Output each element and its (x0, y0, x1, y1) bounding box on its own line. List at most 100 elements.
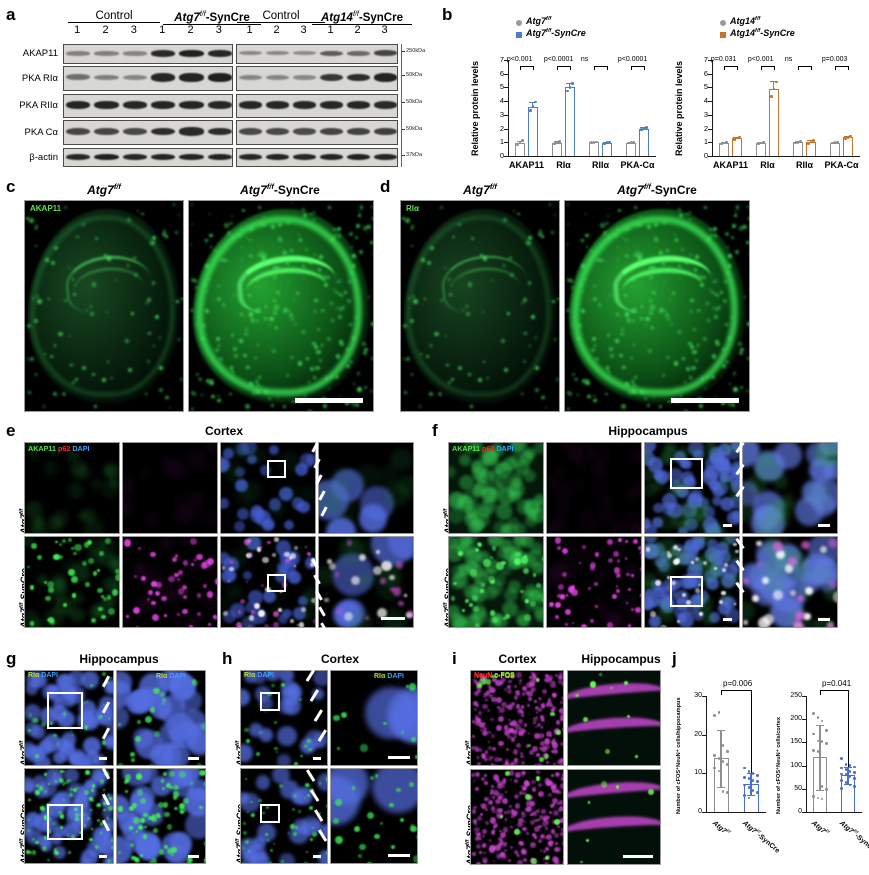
micrograph-puncta (229, 392, 233, 396)
micrograph-puncta (221, 302, 226, 307)
micrograph-puncta (551, 231, 554, 234)
chart-category-label: PKA-Cα (620, 160, 655, 170)
chart-data-point (720, 142, 723, 146)
micrograph-puncta (177, 214, 180, 217)
micrograph-puncta (29, 585, 35, 591)
micrograph-puncta (703, 337, 707, 341)
micrograph-puncta (560, 831, 563, 836)
micrograph-texture (278, 698, 294, 714)
micrograph-puncta (580, 860, 583, 864)
micrograph-texture (483, 567, 495, 579)
micrograph-puncta (53, 344, 57, 347)
micrograph-texture (613, 443, 627, 451)
micrograph-puncta (510, 701, 516, 707)
micrograph-puncta (533, 764, 538, 765)
channel-labels-panel_e: AKAP11 p62 DAPI (28, 444, 90, 453)
micrograph-puncta (106, 256, 111, 261)
micrograph-puncta (349, 232, 353, 236)
micrograph-texture (449, 613, 466, 627)
panel-a-band (122, 101, 147, 109)
micrograph-puncta (592, 336, 597, 341)
micrograph-puncta (544, 743, 551, 750)
micrograph-puncta (153, 828, 158, 833)
micrograph-puncta (515, 552, 521, 558)
micrograph-puncta (64, 298, 68, 302)
micrograph-puncta (640, 554, 641, 560)
micrograph-texture (25, 537, 34, 548)
micrograph-texture (453, 615, 468, 627)
micrograph-puncta (550, 681, 557, 689)
micrograph-puncta (286, 220, 290, 224)
micrograph-puncta (546, 821, 549, 824)
chart-data-point (755, 774, 759, 778)
chart-error-bar (532, 101, 534, 107)
chart-data-point (820, 797, 824, 801)
micrograph-puncta (43, 836, 48, 840)
micrograph-puncta (301, 329, 306, 334)
micrograph-texture (648, 615, 662, 627)
micrograph-texture (464, 507, 479, 521)
micrograph-puncta (516, 672, 522, 678)
micrograph-puncta (590, 619, 595, 624)
micrograph-puncta (479, 674, 483, 678)
micrograph-puncta (600, 781, 608, 788)
micrograph-puncta (330, 302, 333, 305)
chart-data-point (762, 140, 766, 144)
micrograph-puncta (481, 842, 487, 848)
micrograph-puncta (471, 773, 475, 777)
micrograph-texture (467, 520, 481, 533)
micrograph-texture (547, 558, 565, 579)
micrograph-puncta (337, 227, 342, 231)
chart-y-tick (702, 812, 706, 813)
micrograph-puncta (519, 682, 522, 685)
micrograph-puncta (729, 383, 732, 386)
micrograph-texture (688, 443, 704, 456)
micrograph-puncta (276, 291, 280, 295)
micrograph-puncta (290, 824, 295, 829)
micrograph-puncta (28, 391, 32, 394)
micrograph-puncta (183, 797, 190, 804)
micrograph-puncta (99, 550, 105, 556)
micrograph-puncta (542, 857, 545, 860)
chart-pvalue-label: p<0.0001 (543, 56, 574, 63)
micrograph-puncta (306, 739, 312, 744)
channel-labels-panel_f: AKAP11 p62 DAPI (452, 444, 514, 453)
micrograph-texture (705, 456, 719, 471)
panel-a-mw-label: 50kDa (406, 125, 423, 132)
micrograph-puncta (286, 374, 289, 377)
micrograph-puncta (164, 811, 170, 818)
micrograph-puncta (627, 587, 632, 592)
micrograph-texture (511, 477, 523, 489)
channel-labels-panel_g: RIα DAPI (156, 673, 186, 680)
micrograph-puncta (735, 209, 738, 212)
micrograph-puncta (689, 298, 694, 303)
micrograph-puncta (605, 221, 609, 225)
micrograph-puncta (244, 332, 248, 336)
micrograph-puncta (324, 597, 329, 603)
micrograph-puncta (536, 779, 540, 782)
micrograph-puncta (248, 253, 254, 259)
micrograph-puncta (269, 390, 272, 393)
micrograph-puncta (484, 757, 488, 762)
micrograph-puncta (561, 758, 563, 762)
micrograph-puncta (553, 809, 560, 816)
micrograph-puncta (73, 788, 77, 792)
micrograph-texture (529, 541, 543, 555)
micrograph-puncta (706, 375, 709, 379)
micrograph-puncta (513, 779, 518, 784)
micrograph-puncta (473, 819, 478, 824)
micrograph-puncta (557, 584, 564, 591)
micrograph-puncta (531, 832, 536, 837)
micrograph-puncta (762, 614, 774, 626)
chart-data-point (852, 785, 856, 788)
micrograph-puncta (551, 750, 554, 753)
micrograph-puncta (297, 809, 301, 813)
micrograph-puncta (502, 778, 506, 782)
micrograph-texture (89, 478, 102, 491)
micrograph-puncta (52, 764, 55, 765)
micrograph-puncta (47, 297, 51, 300)
micrograph-texture (684, 517, 698, 532)
chart-x-axis (712, 156, 860, 158)
micrograph-puncta (243, 539, 250, 546)
micrograph-puncta (261, 254, 265, 259)
